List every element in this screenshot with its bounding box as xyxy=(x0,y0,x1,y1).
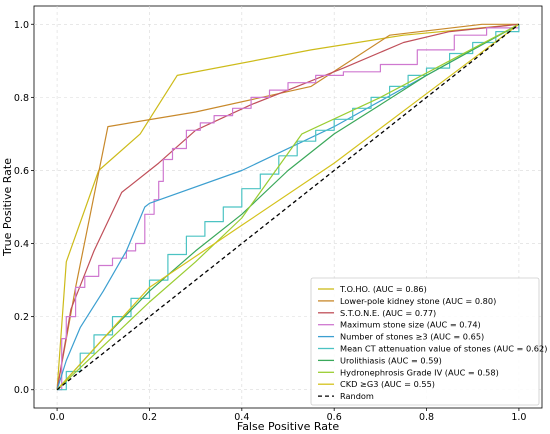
series-line-4 xyxy=(56,23,520,390)
series-line-3 xyxy=(57,24,520,391)
x-axis-label: False Positive Rate xyxy=(237,420,339,433)
x-tick-label: 0.6 xyxy=(327,412,342,423)
series-line-2 xyxy=(56,23,519,390)
series-lines xyxy=(56,23,520,391)
y-tick-label: 0.8 xyxy=(14,93,29,104)
x-tick-label: 0.0 xyxy=(50,412,65,423)
legend-box xyxy=(310,277,540,406)
legend-label-4: Number of stones ≥3 (AUC = 0.65) xyxy=(340,332,484,342)
legend-label-8: CKD ≥G3 (AUC = 0.55) xyxy=(340,379,435,389)
y-axis-label: True Positive Rate xyxy=(1,158,14,257)
y-tick-label: 0.2 xyxy=(14,312,29,323)
legend-label-6: Urolithiasis (AUC = 0.59) xyxy=(340,355,442,365)
legend-label-7: Hydronephrosis Grade IV (AUC = 0.58) xyxy=(340,367,499,377)
legend: T.O.HO. (AUC = 0.86) Lower-pole kidney st… xyxy=(310,277,547,406)
series-line-0 xyxy=(56,23,519,390)
legend-label-3: Maximum stone size (AUC = 0.74) xyxy=(340,320,481,330)
x-tick-label: 0.4 xyxy=(234,412,249,423)
legend-label-5: Mean CT attenuation value of stones (AUC… xyxy=(340,344,547,354)
x-tick-label: 1.0 xyxy=(511,412,526,423)
legend-label-0: T.O.HO. (AUC = 0.86) xyxy=(339,284,427,294)
series-line-5 xyxy=(57,24,520,391)
y-tick-label: 0.0 xyxy=(14,385,29,396)
x-tick-label: 0.2 xyxy=(142,412,157,423)
series-line-8 xyxy=(56,23,520,391)
series-line-1 xyxy=(56,23,519,390)
series-line-9 xyxy=(56,23,520,391)
x-tick-label: 0.8 xyxy=(419,412,434,423)
legend-label-2: S.T.O.N.E. (AUC = 0.77) xyxy=(340,308,436,318)
legend-label-9: Random xyxy=(340,391,374,401)
series-line-7 xyxy=(56,23,520,391)
legend-label-1: Lower-pole kidney stone (AUC = 0.80) xyxy=(340,296,496,306)
y-tick-label: 1.0 xyxy=(14,20,29,31)
y-tick-label: 0.4 xyxy=(14,239,29,250)
axis-ticks: 0.0 0.2 0.4 0.6 0.8 1.0 0.0 0.2 0.4 0.6 0.8 1.0 xyxy=(14,20,527,423)
series-line-6 xyxy=(56,23,520,391)
y-tick-label: 0.6 xyxy=(14,166,29,177)
